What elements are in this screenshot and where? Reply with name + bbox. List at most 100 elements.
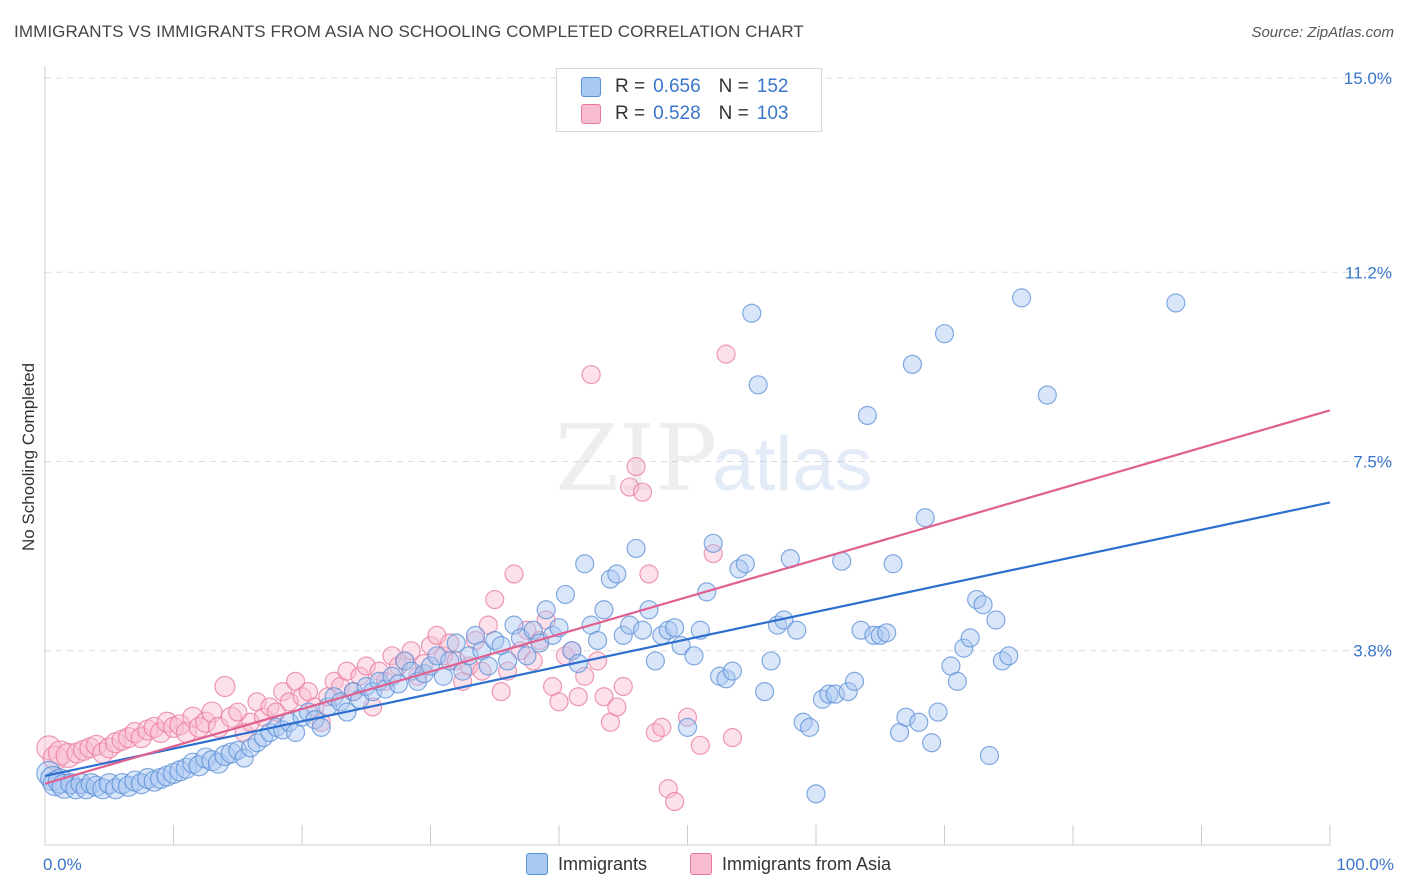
data-point-immigrants bbox=[793, 712, 813, 732]
data-point-immigrants bbox=[1011, 288, 1032, 308]
data-point-immigrants bbox=[722, 661, 743, 681]
data-point-immigrants bbox=[498, 651, 518, 671]
trend-line-asia bbox=[44, 409, 1331, 785]
data-point-asia bbox=[523, 651, 543, 671]
data-point-immigrants bbox=[896, 707, 916, 727]
data-point-immigrants bbox=[799, 717, 820, 737]
data-point-asia bbox=[690, 735, 710, 755]
data-point-asia bbox=[420, 635, 441, 656]
data-point-immigrants bbox=[575, 554, 595, 574]
bottom-legend-asia: Immigrants from Asia bbox=[690, 852, 891, 876]
data-point-asia bbox=[504, 564, 524, 584]
grid-lines bbox=[45, 77, 1392, 652]
data-point-immigrants bbox=[973, 595, 993, 615]
data-point-asia bbox=[369, 661, 389, 681]
data-point-immigrants bbox=[787, 620, 807, 640]
data-point-asia bbox=[607, 697, 627, 717]
bottom-legend-swatch-immigrants bbox=[526, 853, 548, 875]
data-point-immigrants bbox=[716, 669, 736, 689]
legend-n-label: N = bbox=[718, 103, 749, 124]
data-point-asia bbox=[337, 661, 357, 681]
data-point-immigrants bbox=[954, 638, 974, 658]
data-point-immigrants bbox=[517, 646, 537, 666]
data-point-immigrants bbox=[620, 615, 640, 635]
data-point-immigrants bbox=[922, 733, 942, 753]
y-tick-label: 15.0% bbox=[1344, 69, 1392, 88]
data-point-immigrants bbox=[928, 702, 948, 722]
data-point-immigrants bbox=[594, 600, 614, 620]
data-point-asia bbox=[260, 697, 280, 717]
data-point-immigrants bbox=[967, 589, 987, 610]
y-axis-label: No Schooling Completed bbox=[19, 363, 38, 551]
chart-source: Source: ZipAtlas.com bbox=[1251, 24, 1394, 41]
data-point-asia bbox=[568, 687, 588, 707]
data-point-immigrants bbox=[247, 733, 267, 753]
data-point-asia bbox=[401, 641, 421, 661]
data-point-immigrants bbox=[1166, 293, 1186, 313]
data-point-immigrants bbox=[851, 620, 871, 640]
data-point-immigrants bbox=[645, 651, 665, 671]
legend-swatch-immigrants bbox=[581, 77, 601, 97]
legend-r-value-immigrants: 0.656 bbox=[653, 76, 701, 97]
data-point-asia bbox=[266, 702, 286, 722]
bottom-legend-label-asia: Immigrants from Asia bbox=[722, 853, 892, 874]
bottom-legend-swatch-asia bbox=[690, 853, 712, 875]
data-point-asia bbox=[645, 722, 665, 743]
data-point-immigrants bbox=[427, 646, 447, 666]
data-point-immigrants bbox=[220, 742, 242, 764]
data-point-asia bbox=[722, 728, 743, 748]
data-point-immigrants bbox=[819, 684, 839, 704]
data-point-immigrants bbox=[446, 633, 466, 653]
data-point-asia bbox=[594, 687, 614, 707]
data-point-immigrants bbox=[806, 784, 826, 804]
watermark-atlas: atlas bbox=[712, 422, 873, 507]
data-point-immigrants bbox=[979, 745, 1000, 766]
data-point-immigrants bbox=[587, 630, 608, 651]
y-tick-label: 7.5% bbox=[1353, 453, 1392, 472]
data-point-asia bbox=[587, 651, 608, 671]
data-point-immigrants bbox=[555, 584, 576, 605]
data-point-asia bbox=[665, 791, 685, 812]
data-point-immigrants bbox=[626, 538, 646, 559]
data-point-immigrants bbox=[742, 303, 762, 323]
legend-r-value-asia: 0.528 bbox=[653, 103, 701, 124]
data-point-immigrants bbox=[761, 651, 781, 671]
data-point-asia bbox=[716, 344, 736, 364]
correlation-legend: R = 0.656 N = 152 R = 0.528 N = 103 bbox=[556, 68, 822, 132]
data-point-immigrants bbox=[915, 508, 935, 528]
data-point-immigrants bbox=[754, 681, 775, 702]
bottom-legend-immigrants: Immigrants bbox=[526, 852, 647, 876]
data-point-asia bbox=[626, 457, 646, 477]
data-point-immigrants bbox=[992, 651, 1012, 671]
data-point-immigrants bbox=[607, 564, 627, 584]
data-point-immigrants bbox=[459, 646, 479, 666]
data-point-asia bbox=[279, 692, 299, 712]
data-point-asia bbox=[549, 692, 569, 712]
trend-lines bbox=[44, 409, 1331, 785]
data-point-asia bbox=[324, 671, 344, 691]
trend-line-immigrants bbox=[44, 501, 1331, 778]
data-point-immigrants bbox=[934, 324, 955, 344]
data-point-immigrants bbox=[844, 671, 865, 691]
data-point-immigrants bbox=[632, 620, 653, 640]
y-tick-label: 3.8% bbox=[1353, 642, 1392, 661]
data-point-asia bbox=[220, 706, 242, 728]
data-point-immigrants bbox=[600, 569, 621, 589]
data-point-asia bbox=[620, 477, 640, 497]
data-point-immigrants bbox=[234, 748, 254, 768]
data-point-immigrants bbox=[883, 554, 903, 574]
data-point-immigrants bbox=[395, 651, 415, 671]
data-point-immigrants bbox=[999, 646, 1019, 666]
legend-r-label: R = bbox=[615, 76, 646, 97]
data-point-immigrants bbox=[909, 712, 929, 732]
data-point-immigrants bbox=[838, 681, 858, 702]
x-tick-label-min: 0.0% bbox=[43, 855, 82, 874]
data-point-immigrants bbox=[902, 354, 922, 374]
legend-r-label: R = bbox=[615, 103, 646, 124]
data-point-asia bbox=[195, 711, 217, 733]
data-point-asia bbox=[214, 675, 236, 698]
data-point-immigrants bbox=[485, 630, 505, 651]
data-point-immigrants bbox=[748, 375, 768, 395]
data-point-immigrants bbox=[684, 646, 704, 666]
series-immigrants-points bbox=[36, 288, 1186, 804]
